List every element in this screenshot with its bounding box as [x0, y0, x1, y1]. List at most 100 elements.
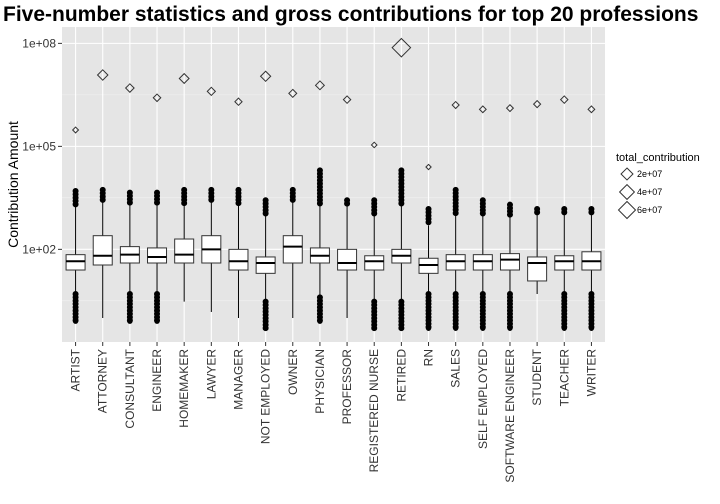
- box-artist: [65, 188, 86, 325]
- box-lawyer: [201, 186, 222, 312]
- outlier-point: [371, 197, 377, 203]
- outlier-point: [561, 206, 567, 212]
- outlier-point: [371, 325, 377, 331]
- box-professor: [337, 197, 358, 319]
- x-tick-label: NOT EMPLOYED: [259, 349, 273, 444]
- total-diamond-software-engineer: [505, 104, 515, 113]
- x-tick-label: CONSULTANT: [123, 348, 137, 428]
- legend-key-diamond: [620, 167, 634, 181]
- box-body: [499, 253, 520, 271]
- outlier-point: [344, 197, 350, 203]
- x-tick-label: ARTIST: [69, 348, 83, 391]
- x-tick-label: HOMEMAKER: [177, 349, 191, 428]
- y-tick-label: 1e+05: [22, 139, 56, 153]
- x-tick-label: MANAGER: [231, 349, 245, 410]
- outlier-point: [398, 325, 404, 331]
- total-contribution-series: [71, 37, 596, 171]
- y-axis-label: Contribution Amount: [5, 121, 21, 248]
- box-homemaker: [174, 186, 195, 302]
- outlier-point: [507, 325, 513, 331]
- box-teacher: [554, 205, 575, 332]
- total-diamond-professor: [342, 95, 352, 105]
- x-tick-label: RETIRED: [394, 349, 408, 402]
- box-sales: [445, 186, 466, 332]
- box-software-engineer: [499, 201, 520, 332]
- total-diamond-attorney: [96, 69, 109, 81]
- outlier-point: [100, 187, 106, 193]
- legend: total_contribution 2e+07 4e+07 6e+07: [616, 152, 700, 220]
- total-diamond-artist: [71, 126, 80, 134]
- outlier-point: [317, 318, 323, 324]
- y-tick-label: 1e+02: [22, 242, 56, 256]
- box-retired: [391, 167, 412, 332]
- outlier-point: [127, 189, 133, 196]
- x-tick-label: ENGINEER: [150, 349, 164, 412]
- box-body: [282, 235, 303, 264]
- outlier-point: [235, 187, 242, 193]
- box-body: [174, 238, 195, 264]
- outlier-point: [398, 167, 404, 173]
- outlier-point: [72, 188, 79, 194]
- total-diamond-teacher: [559, 95, 569, 105]
- box-body: [147, 247, 168, 264]
- total-diamond-student: [532, 99, 542, 109]
- box-body: [228, 248, 249, 271]
- legend-key-diamond: [617, 200, 637, 220]
- box-engineer: [147, 189, 168, 325]
- outlier-point: [263, 197, 269, 203]
- box-student: [527, 205, 548, 295]
- chart-title: Five-number statistics and gross contrib…: [3, 3, 698, 26]
- x-tick-label: PHYSICIAN: [313, 349, 327, 414]
- box-rn: [418, 205, 439, 332]
- box-registered-nurse: [364, 197, 385, 332]
- total-diamond-not-employed: [259, 70, 272, 83]
- outlier-point: [181, 187, 187, 193]
- legend-label: 4e+07: [637, 187, 662, 197]
- box-self-employed: [472, 197, 493, 332]
- total-diamond-writer: [587, 105, 596, 114]
- y-tick-label: 1e+08: [22, 36, 56, 50]
- outlier-point: [453, 187, 459, 193]
- outlier-point: [425, 325, 432, 331]
- outlier-point: [561, 325, 567, 331]
- box-not-employed: [255, 197, 276, 332]
- total-diamond-retired: [391, 37, 412, 58]
- x-tick-label: ATTORNEY: [96, 349, 110, 413]
- total-diamond-owner: [288, 88, 298, 99]
- x-tick-label: WRITER: [584, 349, 598, 397]
- outlier-point: [507, 202, 513, 208]
- outlier-point: [317, 167, 323, 173]
- outlier-point: [588, 325, 595, 331]
- outlier-point: [425, 206, 432, 212]
- total-diamond-rn: [425, 163, 432, 171]
- legend-key-diamond: [618, 183, 636, 201]
- box-writer: [581, 205, 602, 332]
- x-tick-label: OWNER: [286, 349, 300, 395]
- total-diamond-consultant: [124, 83, 135, 93]
- box-body: [445, 254, 466, 271]
- x-tick-label: STUDENT: [530, 348, 544, 405]
- total-diamond-physician: [314, 80, 326, 91]
- total-diamond-engineer: [152, 93, 162, 103]
- total-diamond-registered-nurse: [370, 141, 378, 149]
- outlier-point: [290, 187, 296, 193]
- outlier-point: [208, 187, 214, 193]
- box-body: [554, 255, 575, 271]
- box-body: [255, 256, 276, 274]
- outlier-point: [480, 325, 486, 331]
- legend-label: 2e+07: [637, 169, 662, 179]
- x-tick-label: SALES: [449, 349, 463, 388]
- x-tick-label: PROFESSOR: [340, 349, 354, 425]
- x-tick-label: SOFTWARE ENGINEER: [503, 349, 517, 483]
- outlier-point: [127, 318, 133, 324]
- legend-title: total_contribution: [616, 152, 700, 164]
- outlier-point: [154, 189, 160, 196]
- box-manager: [228, 186, 249, 319]
- plot-panel: [62, 27, 605, 342]
- total-diamond-homemaker: [178, 72, 190, 85]
- x-tick-label: RN: [422, 349, 436, 366]
- x-tick-label: LAWYER: [204, 349, 218, 400]
- total-diamond-sales: [451, 100, 460, 110]
- legend-label: 6e+07: [637, 205, 662, 215]
